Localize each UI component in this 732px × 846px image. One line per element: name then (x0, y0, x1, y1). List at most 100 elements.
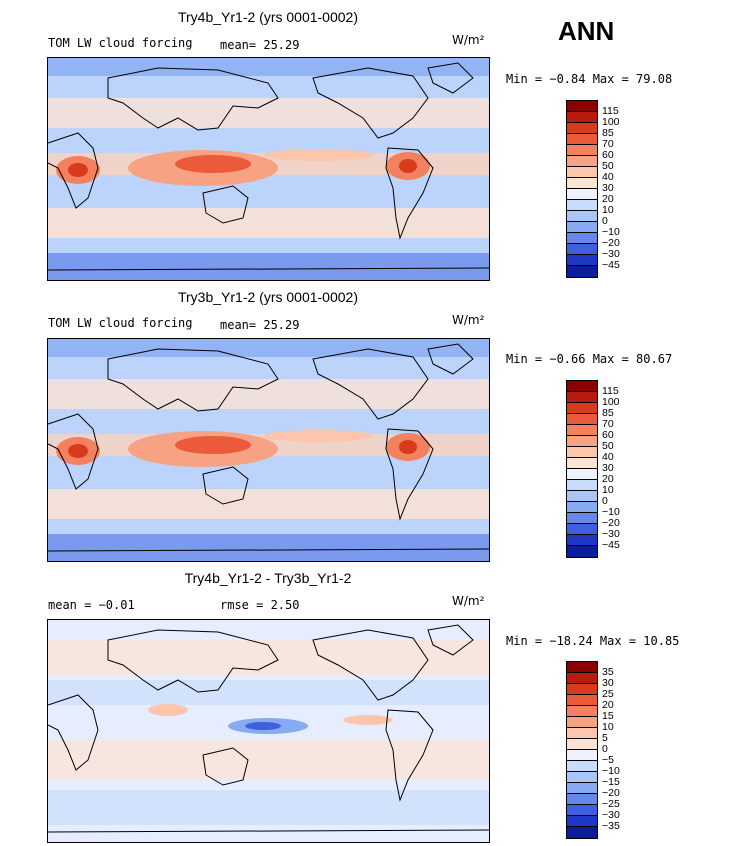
colorbar-label: 40 (602, 171, 614, 183)
colorbar-label: 20 (602, 193, 614, 205)
colorbar-label: 115 (602, 105, 619, 117)
panel-1-swatch (567, 266, 597, 277)
colorbar-label: 0 (602, 743, 608, 755)
colorbar-label: 40 (602, 451, 614, 463)
panel-1-mean: mean= 25.29 (220, 38, 300, 52)
panel-2-swatch (567, 513, 597, 524)
colorbar-label: 15 (602, 710, 614, 722)
colorbar-label: 100 (602, 116, 620, 128)
panel-3-swatch (567, 695, 597, 706)
panel-2-swatch (567, 381, 597, 392)
panel-1-swatch (567, 222, 597, 233)
panel-1-swatch (567, 200, 597, 211)
panel-2-field-label: TOM LW cloud forcing (48, 316, 193, 330)
panel-2-swatch (567, 392, 597, 403)
panel-2-swatch (567, 480, 597, 491)
panel-3-swatch (567, 805, 597, 816)
colorbar-label: −25 (602, 798, 620, 810)
panel-1-swatch (567, 244, 597, 255)
panel-2-colorbar (566, 380, 598, 558)
panel-3-swatch (567, 816, 597, 827)
colorbar-label: 5 (602, 732, 608, 744)
colorbar-label: 70 (602, 138, 614, 150)
colorbar-label: −20 (602, 237, 620, 249)
colorbar-label: 30 (602, 462, 614, 474)
panel-1-swatch (567, 167, 597, 178)
panel-1-swatch (567, 255, 597, 266)
panel-3-swatch (567, 684, 597, 695)
colorbar-label: 50 (602, 160, 614, 172)
panel-3-swatch (567, 761, 597, 772)
colorbar-label: −5 (602, 754, 614, 766)
colorbar-label: −30 (602, 248, 620, 260)
panel-1-swatch (567, 145, 597, 156)
colorbar-label: 60 (602, 429, 614, 441)
panel-3-swatch (567, 739, 597, 750)
panel-3-rmse: rmse = 2.50 (220, 598, 300, 612)
panel-2-swatch (567, 502, 597, 513)
panel-3-swatch (567, 717, 597, 728)
colorbar-label: −30 (602, 809, 620, 821)
colorbar-label: −45 (602, 259, 620, 271)
panel-1-field-label: TOM LW cloud forcing (48, 36, 193, 50)
panel-3-colorbar-labels: 35 30 25 20 15 10 5 0 −5 −10 −15 −20 −25… (566, 661, 646, 837)
panel-3-units: W/m² (452, 594, 485, 608)
panel-2-units: W/m² (452, 313, 485, 327)
panel-1-map-svg (48, 58, 489, 280)
panel-3-swatch (567, 783, 597, 794)
colorbar-label: 85 (602, 127, 614, 139)
panel-3-swatch (567, 827, 597, 838)
panel-2-swatch (567, 491, 597, 502)
panel-1-swatch (567, 233, 597, 244)
colorbar-label: 10 (602, 204, 614, 216)
panel-1-swatch (567, 189, 597, 200)
panel-1-swatch (567, 123, 597, 134)
panel-2-title: Try3b_Yr1-2 (yrs 0001-0002) (177, 289, 358, 305)
panel-3-minmax: Min = −18.24 Max = 10.85 (506, 634, 680, 648)
panel-2-swatch (567, 458, 597, 469)
colorbar-label: −10 (602, 765, 620, 777)
colorbar-label: 115 (602, 385, 619, 397)
panel-1-colorbar-labels: 115 100 85 70 60 50 40 30 20 10 0 −10 −2… (566, 100, 646, 276)
colorbar-label: 10 (602, 721, 614, 733)
colorbar-label: 85 (602, 407, 614, 419)
panel-3-swatch (567, 673, 597, 684)
panel-1-map (47, 57, 490, 281)
panel-3-swatch (567, 750, 597, 761)
panel-3-colorbar (566, 661, 598, 839)
colorbar-label: 30 (602, 182, 614, 194)
panel-1-swatch (567, 101, 597, 112)
colorbar-label: −45 (602, 539, 620, 551)
panel-2-swatch (567, 469, 597, 480)
panel-1-colorbar (566, 100, 598, 278)
panel-3-swatch (567, 794, 597, 805)
panel-3-title: Try4b_Yr1-2 - Try3b_Yr1-2 (184, 570, 352, 586)
colorbar-label: −10 (602, 506, 620, 518)
colorbar-label: 50 (602, 440, 614, 452)
panel-2-swatch (567, 425, 597, 436)
panel-1-swatch (567, 178, 597, 189)
colorbar-label: 20 (602, 473, 614, 485)
panel-2-swatch (567, 447, 597, 458)
panel-2-swatch (567, 403, 597, 414)
colorbar-label: 0 (602, 215, 608, 227)
panel-2-map (47, 338, 490, 562)
colorbar-label: 70 (602, 418, 614, 430)
panel-1-swatch (567, 134, 597, 145)
colorbar-label: 20 (602, 699, 614, 711)
panel-1-minmax: Min = −0.84 Max = 79.08 (506, 72, 673, 86)
colorbar-label: −20 (602, 517, 620, 529)
panel-1-swatch (567, 112, 597, 123)
panel-2-swatch (567, 535, 597, 546)
colorbar-label: −15 (602, 776, 620, 788)
colorbar-label: −30 (602, 528, 620, 540)
panel-1-swatch (567, 211, 597, 222)
panel-2-map-svg (48, 339, 489, 561)
colorbar-label: 60 (602, 149, 614, 161)
panel-3-swatch (567, 662, 597, 673)
panel-3-map (47, 619, 490, 843)
panel-1-title: Try4b_Yr1-2 (yrs 0001-0002) (177, 9, 358, 25)
panel-3-mean: mean = −0.01 (48, 598, 135, 612)
panel-3-swatch (567, 772, 597, 783)
panel-2-mean: mean= 25.29 (220, 318, 300, 332)
